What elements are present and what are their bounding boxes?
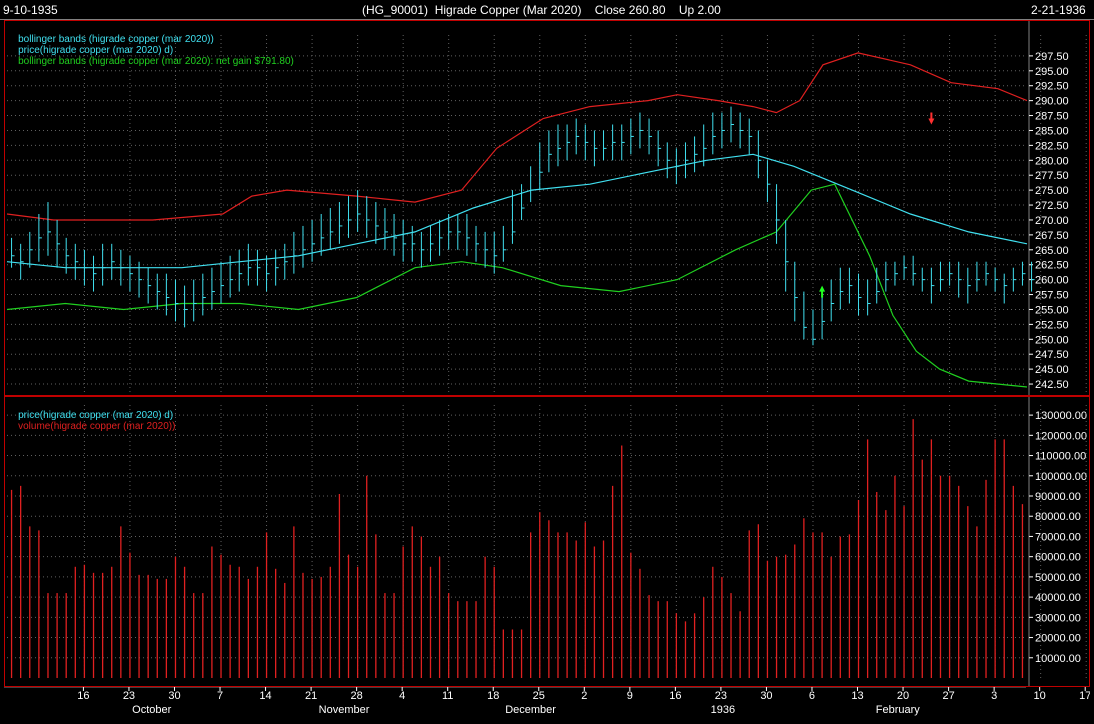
date-tick-label: 30 xyxy=(168,690,180,702)
price-tick-label: 242.50 xyxy=(1035,379,1069,391)
volume-tick-label: 40000.00 xyxy=(1035,592,1081,604)
date-tick-label: 21 xyxy=(305,690,317,702)
price-tick-label: 245.00 xyxy=(1035,364,1069,376)
volume-legend: price(higrade copper (mar 2020) d) volum… xyxy=(7,399,175,443)
date-tick-label: 7 xyxy=(217,690,223,702)
date-tick-label: 16 xyxy=(77,690,89,702)
date-tick-label: 3 xyxy=(991,690,997,702)
date-tick-label: 13 xyxy=(851,690,863,702)
month-label: December xyxy=(505,704,556,716)
date-tick-label: 14 xyxy=(259,690,271,702)
price-tick-label: 282.50 xyxy=(1035,140,1069,152)
month-label: October xyxy=(132,704,171,716)
price-tick-label: 267.50 xyxy=(1035,230,1069,242)
price-tick-label: 257.50 xyxy=(1035,290,1069,302)
date-tick-label: 30 xyxy=(760,690,772,702)
volume-tick-label: 10000.00 xyxy=(1035,653,1081,665)
date-tick-label: 17 xyxy=(1079,690,1090,702)
volume-tick-label: 80000.00 xyxy=(1035,511,1081,523)
volume-tick-label: 20000.00 xyxy=(1035,633,1081,645)
price-tick-label: 252.50 xyxy=(1035,319,1069,331)
legend-lower-band: bollinger bands (higrade copper (mar 202… xyxy=(18,56,294,67)
volume-tick-label: 90000.00 xyxy=(1035,491,1081,503)
price-tick-label: 260.00 xyxy=(1035,275,1069,287)
legend-upper-band: bollinger bands (higrade copper (mar 202… xyxy=(18,34,214,45)
price-tick-label: 270.00 xyxy=(1035,215,1069,227)
date-tick-label: 11 xyxy=(442,690,453,702)
volume-tick-label: 130000.00 xyxy=(1035,410,1087,422)
volume-tick-label: 120000.00 xyxy=(1035,430,1087,442)
price-tick-label: 277.50 xyxy=(1035,170,1069,182)
date-tick-label: 6 xyxy=(809,690,815,702)
title-bar: 9-10-1935 (HG_90001) Higrade Copper (Mar… xyxy=(0,0,1094,20)
middle-bollinger-band xyxy=(6,153,1028,269)
date-tick-label: 23 xyxy=(715,690,727,702)
chart-title: (HG_90001) Higrade Copper (Mar 2020) Clo… xyxy=(362,3,721,17)
date-tick-label: 23 xyxy=(123,690,135,702)
volume-chart[interactable]: 130000.00 120000.00 110000.00 100000.00 9000… xyxy=(5,397,1089,686)
start-date: 9-10-1935 xyxy=(3,3,58,17)
end-date: 2-21-1936 xyxy=(1031,3,1086,17)
price-panel[interactable]: 297.50 295.00 292.50 290.00 287.50 285.00 282.… xyxy=(4,20,1090,396)
price-tick-label: 250.00 xyxy=(1035,334,1069,346)
price-tick-label: 275.00 xyxy=(1035,185,1069,197)
price-tick-label: 265.00 xyxy=(1035,245,1069,257)
date-axis: 16 23 30 7 14 21 28 4 11 18 25 2 9 16 23 30 6 13 20 27 3 10 17… xyxy=(4,686,1091,717)
date-tick-label: 9 xyxy=(627,690,633,702)
price-tick-label: 297.50 xyxy=(1035,51,1069,63)
legend-volume: volume(higrade copper (mar 2020)) xyxy=(18,421,176,432)
volume-tick-label: 70000.00 xyxy=(1035,531,1081,543)
date-tick-label: 28 xyxy=(351,690,363,702)
price-tick-label: 262.50 xyxy=(1035,260,1069,272)
sell-arrow-icon xyxy=(928,112,935,125)
legend-volume-price: price(higrade copper (mar 2020) d) xyxy=(18,410,174,421)
price-tick-label: 295.00 xyxy=(1035,66,1069,78)
price-tick-label: 255.00 xyxy=(1035,304,1069,316)
month-label: November xyxy=(319,704,370,716)
date-tick-label: 18 xyxy=(487,690,499,702)
buy-arrow-icon xyxy=(819,285,826,298)
date-tick-label: 4 xyxy=(399,690,405,702)
date-axis-svg: 16 23 30 7 14 21 28 4 11 18 25 2 9 16 23 30 6 13 20 27 3 10 17… xyxy=(4,686,1091,716)
volume-panel[interactable]: 130000.00 120000.00 110000.00 100000.00 9000… xyxy=(4,396,1090,687)
price-tick-label: 287.50 xyxy=(1035,111,1069,123)
bottom-strip xyxy=(0,716,1094,724)
volume-tick-label: 100000.00 xyxy=(1035,471,1087,483)
date-tick-label: 27 xyxy=(942,690,954,702)
lower-bollinger-band xyxy=(6,183,1028,388)
price-tick-label: 285.00 xyxy=(1035,125,1069,137)
date-tick-label: 10 xyxy=(1034,690,1046,702)
volume-tick-label: 110000.00 xyxy=(1035,451,1086,463)
volume-tick-label: 50000.00 xyxy=(1035,572,1081,584)
price-tick-label: 272.50 xyxy=(1035,200,1069,212)
price-tick-label: 290.00 xyxy=(1035,96,1069,108)
month-label: February xyxy=(876,704,921,716)
date-tick-label: 20 xyxy=(897,690,909,702)
date-tick-label: 25 xyxy=(533,690,545,702)
volume-tick-label: 60000.00 xyxy=(1035,552,1081,564)
price-chart[interactable]: 297.50 295.00 292.50 290.00 287.50 285.00 282.… xyxy=(5,21,1089,395)
month-label: 1936 xyxy=(711,704,735,716)
price-tick-label: 292.50 xyxy=(1035,81,1069,93)
legend-price: price(higrade copper (mar 2020) d) xyxy=(18,45,174,56)
price-legend: bollinger bands (higrade copper (mar 202… xyxy=(7,23,294,78)
date-tick-label: 16 xyxy=(669,690,681,702)
date-tick-label: 2 xyxy=(581,690,587,702)
price-tick-label: 247.50 xyxy=(1035,349,1069,361)
upper-bollinger-band xyxy=(6,52,1028,221)
volume-tick-label: 30000.00 xyxy=(1035,612,1081,624)
price-tick-label: 280.00 xyxy=(1035,155,1069,167)
